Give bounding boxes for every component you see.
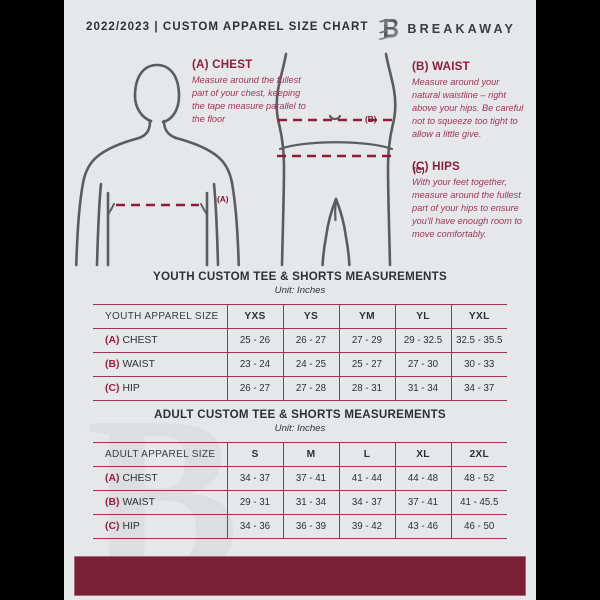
size-chart-page: B 2022/2023 | CUSTOM APPAREL SIZE CHART … <box>64 0 536 600</box>
measurement-row-tag: (A) <box>105 473 120 484</box>
measurement-cell: 31 - 34 <box>283 490 340 515</box>
page-header: 2022/2023 | CUSTOM APPAREL SIZE CHART BR… <box>64 0 536 52</box>
measurement-cell: 24 - 25 <box>283 352 340 377</box>
table-header-size: XL <box>395 442 452 467</box>
waist-caption-body: Measure around your natural waistline – … <box>412 77 524 140</box>
measurement-cell: 26 - 27 <box>283 328 340 353</box>
hips-marker-label: (C) <box>413 165 425 175</box>
table-header-row: ADULT APPAREL SIZE S M L XL 2XL <box>93 442 507 467</box>
measurement-cell: 25 - 26 <box>227 328 284 353</box>
measurement-cell: 26 - 27 <box>227 376 284 401</box>
table-row: (B) WAIST 29 - 31 31 - 34 34 - 37 37 - 41 41 -… <box>93 490 507 515</box>
measurement-cell: 34 - 37 <box>451 376 507 401</box>
measurement-cell: 29 - 32.5 <box>395 328 452 353</box>
table-header-row: YOUTH APPAREL SIZE YXS YS YM YL YXL <box>93 304 507 329</box>
waist-marker-label: (B) <box>365 114 377 124</box>
measurement-cell: 37 - 41 <box>395 490 452 515</box>
measurement-cell: 36 - 39 <box>283 514 340 539</box>
adult-table-unit: Unit: Inches <box>274 423 326 434</box>
measurement-row-tag: (B) <box>105 497 120 508</box>
youth-table-unit: Unit: Inches <box>274 285 326 296</box>
table-header-label: YOUTH APPAREL SIZE <box>93 304 228 329</box>
measurement-cell: 25 - 27 <box>339 352 396 377</box>
measurement-cell: 31 - 34 <box>395 376 452 401</box>
adult-table-title: ADULT CUSTOM TEE & SHORTS MEASUREMENTS <box>154 408 446 421</box>
measurement-cell: 32.5 - 35.5 <box>451 328 507 353</box>
hips-caption-body: With your feet together, measure around … <box>412 177 523 240</box>
table-header-size: M <box>283 442 340 467</box>
measurement-cell: 48 - 52 <box>451 466 507 491</box>
youth-table-title: YOUTH CUSTOM TEE & SHORTS MEASUREMENTS <box>153 270 447 283</box>
chest-caption-body: Measure around the fullest part of your … <box>192 75 306 125</box>
table-header-size: S <box>227 442 284 467</box>
adult-measurements-table: ADULT APPAREL SIZE S M L XL 2XL (A) CHEST 34 - … <box>93 442 507 539</box>
measurement-row-tag: (B) <box>105 359 120 370</box>
measurement-cell: 34 - 36 <box>227 514 284 539</box>
measurement-cell: 44 - 48 <box>395 466 452 491</box>
measurement-diagram: (A) CHEST Measure around the fullest par… <box>64 52 536 267</box>
measurement-row-tag: (C) <box>105 383 120 394</box>
measurement-cell: 39 - 42 <box>339 514 396 539</box>
adult-measurements-section: ADULT CUSTOM TEE & SHORTS MEASUREMENTS U… <box>64 408 536 539</box>
measurement-cell: 29 - 31 <box>227 490 284 515</box>
measurement-cell: 27 - 28 <box>283 376 340 401</box>
measurement-row-label: (A) CHEST <box>93 466 228 491</box>
table-row: (A) CHEST 34 - 37 37 - 41 41 - 44 44 - 48 48 -… <box>93 466 507 491</box>
measurement-cell: 28 - 31 <box>339 376 396 401</box>
table-header-size: YL <box>395 304 452 329</box>
hips-caption-heading: (C) HIPS <box>412 160 460 173</box>
measurement-cell: 43 - 46 <box>395 514 452 539</box>
youth-measurements-section: YOUTH CUSTOM TEE & SHORTS MEASUREMENTS U… <box>64 270 536 401</box>
measurement-cell: 27 - 29 <box>339 328 396 353</box>
table-row: (A) CHEST 25 - 26 26 - 27 27 - 29 29 - 32.5 32… <box>93 328 507 353</box>
measurement-row-label: (B) WAIST <box>93 352 228 377</box>
measurement-cell: 34 - 37 <box>339 490 396 515</box>
footer-color-band <box>74 556 526 596</box>
chest-marker-label: (A) <box>217 194 229 204</box>
header-title: 2022/2023 | CUSTOM APPAREL SIZE CHART <box>86 19 369 33</box>
breakaway-b-monogram-icon <box>378 18 399 40</box>
table-header-label: ADULT APPAREL SIZE <box>93 442 228 467</box>
measurement-row-label: (C) HIP <box>93 376 228 401</box>
table-row: (B) WAIST 23 - 24 24 - 25 25 - 27 27 - 30 30 -… <box>93 352 507 377</box>
measurement-cell: 30 - 33 <box>451 352 507 377</box>
brand-lockup: BREAKAWAY <box>377 17 516 41</box>
measurement-cell: 37 - 41 <box>283 466 340 491</box>
table-header-size: YM <box>339 304 396 329</box>
youth-measurements-table: YOUTH APPAREL SIZE YXS YS YM YL YXL (A) CHEST 2… <box>93 304 507 401</box>
measurement-row-label: (B) WAIST <box>93 490 228 515</box>
table-row: (C) HIP 34 - 36 36 - 39 39 - 42 43 - 46 46 - 5… <box>93 514 507 539</box>
brand-name: BREAKAWAY <box>407 22 516 36</box>
measurement-row-tag: (A) <box>105 335 120 346</box>
measurement-row-tag: (C) <box>105 521 120 532</box>
measurement-cell: 46 - 50 <box>451 514 507 539</box>
measurement-cell: 41 - 44 <box>339 466 396 491</box>
measurement-row-label: (A) CHEST <box>93 328 228 353</box>
measurement-cell: 23 - 24 <box>227 352 284 377</box>
measurement-row-label: (C) HIP <box>93 514 228 539</box>
chest-caption-heading: (A) CHEST <box>192 58 253 71</box>
waist-caption-heading: (B) WAIST <box>412 60 470 73</box>
measurement-cell: 27 - 30 <box>395 352 452 377</box>
body-figures-illustration <box>75 52 397 267</box>
measurement-cell: 41 - 45.5 <box>451 490 507 515</box>
table-header-size: 2XL <box>451 442 507 467</box>
table-row: (C) HIP 26 - 27 27 - 28 28 - 31 31 - 34 34 - 3… <box>93 376 507 401</box>
table-header-size: YXS <box>227 304 284 329</box>
measurement-cell: 34 - 37 <box>227 466 284 491</box>
table-header-size: YS <box>283 304 340 329</box>
table-header-size: L <box>339 442 396 467</box>
table-header-size: YXL <box>451 304 507 329</box>
